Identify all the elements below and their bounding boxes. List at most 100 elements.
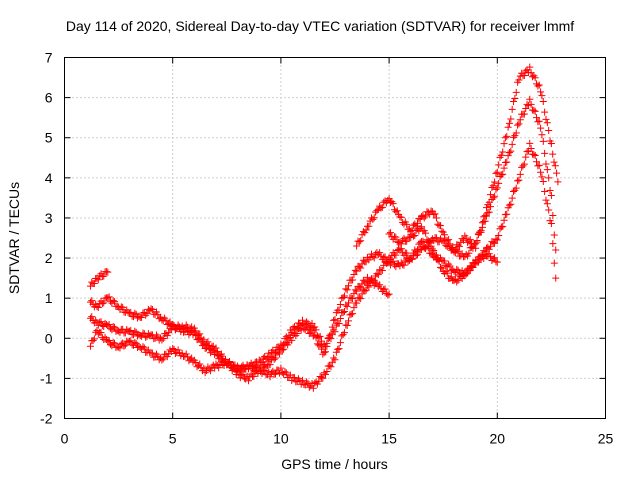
data-point [542, 115, 550, 123]
data-point [343, 302, 351, 310]
data-point [171, 326, 179, 334]
data-points [86, 63, 562, 392]
data-point [127, 308, 135, 316]
data-point [446, 262, 454, 270]
data-point [357, 295, 365, 303]
data-point [347, 310, 355, 318]
data-point [349, 276, 357, 284]
data-point [139, 343, 147, 351]
data-point [127, 326, 135, 334]
data-point [442, 267, 450, 275]
data-point [86, 342, 94, 350]
data-point [304, 325, 312, 333]
data-point [507, 115, 515, 123]
data-point [503, 158, 511, 166]
data-point [370, 277, 378, 285]
data-point [445, 236, 453, 244]
data-point [171, 349, 179, 357]
data-point [323, 367, 331, 375]
data-point [282, 369, 290, 377]
data-point [447, 273, 455, 281]
data-point [527, 144, 535, 152]
data-point [407, 227, 415, 235]
data-point [493, 168, 501, 176]
data-point [365, 222, 373, 230]
data-point [270, 355, 278, 363]
data-point [389, 200, 397, 208]
data-point [515, 120, 523, 128]
data-point [508, 194, 516, 202]
data-point [432, 234, 440, 242]
y-tick-label: -1 [40, 370, 53, 386]
data-point [539, 98, 547, 106]
data-point [530, 150, 538, 158]
data-point [90, 335, 98, 343]
data-point [431, 210, 439, 218]
data-point [386, 229, 394, 237]
data-point [343, 286, 351, 294]
data-point [315, 341, 323, 349]
data-point [485, 208, 493, 216]
data-point [531, 151, 539, 159]
data-point [261, 367, 269, 375]
data-point [550, 259, 558, 267]
data-point [335, 306, 343, 314]
data-point [271, 370, 279, 378]
data-point [330, 354, 338, 362]
data-point [105, 337, 113, 345]
data-point [138, 313, 146, 321]
data-point [393, 207, 401, 215]
data-point [351, 266, 359, 274]
y-tick-label: 1 [45, 290, 53, 306]
chart-title: Day 114 of 2020, Sidereal Day-to-day VTE… [66, 18, 574, 34]
x-tick-label: 5 [169, 431, 177, 447]
data-point [500, 164, 508, 172]
data-point [104, 294, 112, 302]
data-point [339, 293, 347, 301]
y-tick-label: 3 [45, 210, 53, 226]
data-point [104, 268, 112, 276]
data-point [538, 92, 546, 100]
data-point [493, 258, 501, 266]
data-point [541, 108, 549, 116]
y-axis-label: SDTVAR / TECUs [6, 182, 22, 294]
data-point [343, 321, 351, 329]
data-point [316, 332, 324, 340]
data-point [497, 151, 505, 159]
data-point [514, 121, 522, 129]
data-point [481, 212, 489, 220]
data-point [384, 291, 392, 299]
data-point [339, 309, 347, 317]
data-point [88, 313, 96, 321]
data-point [355, 238, 363, 246]
data-point [266, 373, 274, 381]
y-tick-label: 5 [45, 130, 53, 146]
data-point [288, 336, 296, 344]
data-point [105, 293, 113, 301]
data-point [516, 170, 524, 178]
data-point [299, 376, 307, 384]
x-tick-label: 25 [598, 431, 614, 447]
x-tick-label: 0 [61, 431, 69, 447]
data-point [152, 331, 160, 339]
data-point [250, 372, 258, 380]
data-point [276, 350, 284, 358]
data-point [495, 179, 503, 187]
data-point [109, 323, 117, 331]
data-point [515, 76, 523, 84]
data-point [340, 308, 348, 316]
data-point [419, 237, 427, 245]
data-point [465, 249, 473, 257]
data-point [127, 337, 135, 345]
data-point [461, 272, 469, 280]
x-tick-label: 10 [273, 431, 289, 447]
data-point [462, 270, 470, 278]
data-point [303, 378, 311, 386]
data-point [527, 100, 535, 108]
data-point [526, 63, 534, 71]
data-point [495, 232, 503, 240]
data-point [411, 231, 419, 239]
data-point [499, 170, 507, 178]
data-point [422, 212, 430, 220]
y-tick-label: 0 [45, 330, 53, 346]
